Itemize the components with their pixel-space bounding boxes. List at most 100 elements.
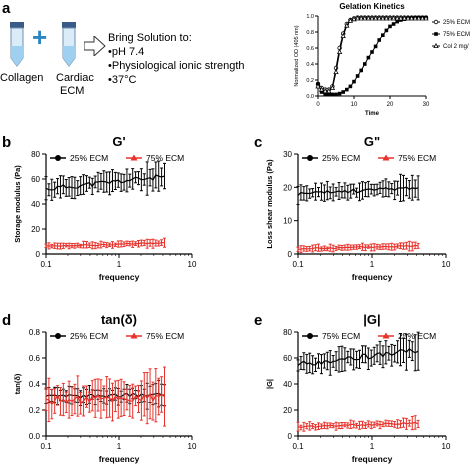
data-point	[395, 19, 399, 24]
data-point	[384, 28, 389, 33]
y-tick-label: 80	[31, 150, 40, 159]
data-point	[383, 15, 390, 21]
y-tick-label: 0.8	[306, 30, 314, 36]
data-point	[322, 88, 328, 94]
series-line	[45, 174, 165, 191]
legend-marker	[55, 333, 61, 339]
y-tick-label: 0.6	[306, 46, 314, 52]
data-point	[380, 15, 386, 21]
data-point	[337, 91, 342, 96]
data-point	[419, 15, 426, 21]
data-point	[315, 83, 321, 89]
x-axis-label: frequency	[99, 272, 140, 282]
storage-modulus-chart: G' 0 20 40 60 80 0.1 1 10 frequency Storage modulu…	[13, 134, 197, 282]
legend-label: 25% ECM	[70, 153, 108, 163]
legend-marker	[434, 32, 438, 36]
y-tick-label: 0.2	[29, 406, 41, 415]
legend-label: 25% ECM	[398, 331, 436, 341]
panel-letter-c: c	[254, 134, 263, 151]
x-tick-label: 0.1	[40, 260, 52, 269]
legend-marker	[382, 332, 390, 339]
x-tick-label: 10	[188, 260, 197, 269]
gelation-kinetics-chart: Gelation Kinetics 0.0 0.2 0.4 0.6 0.8 1.0 0 10 20…	[294, 2, 470, 117]
data-point	[391, 22, 396, 26]
x-tick-label: 1	[117, 260, 122, 269]
x-axis-label: Time	[365, 111, 380, 117]
x-tick-label: 10	[442, 260, 451, 269]
chart-title: tan(δ)	[101, 312, 137, 327]
legend-label: 75% ECM	[322, 331, 360, 341]
collagen-tube-icon	[10, 22, 24, 67]
data-point	[398, 15, 404, 21]
data-point	[416, 15, 422, 21]
data-point	[373, 44, 378, 49]
tan-delta-chart: tan(δ) 0.0 0.2 0.4 0.6 0.8 0.1 1 10 frequency tan(…	[13, 312, 197, 464]
x-tick-label: 0.1	[40, 442, 52, 451]
x-axis-label: frequency	[99, 454, 140, 464]
data-point	[345, 87, 349, 92]
legend-label: 75% ECM	[146, 153, 184, 163]
y-tick-label: 60	[283, 354, 292, 363]
y-tick-label: 20	[283, 183, 292, 192]
y-axis-label: tan(δ)	[13, 373, 22, 394]
y-axis-label: |G|	[265, 379, 274, 389]
data-point	[318, 86, 325, 92]
legend-label: 75% ECM	[146, 331, 184, 341]
x-tick-label: 10	[442, 442, 451, 451]
x-axis-label: frequency	[352, 272, 393, 282]
data-point	[366, 55, 371, 60]
legend-marker	[433, 42, 439, 48]
y-tick-label: 20	[31, 225, 40, 234]
y-axis-label: Normalized OD (405 nm)	[294, 25, 300, 86]
data-point	[412, 15, 418, 21]
data-point	[362, 15, 368, 21]
y-tick-label: 0.8	[29, 328, 41, 337]
cardiac-label: Cardiac	[56, 72, 94, 84]
legend-label: Col 2 mg/	[443, 44, 469, 50]
y-tick-label: 0.2	[306, 78, 314, 84]
data-point	[351, 16, 357, 22]
arrow-right-icon	[84, 36, 106, 56]
legend-marker	[307, 333, 313, 339]
y-tick-label: 40	[283, 380, 292, 389]
data-point	[341, 90, 345, 94]
series-line	[297, 348, 419, 366]
x-tick-label: 10	[351, 102, 358, 108]
tubes-illustration	[10, 22, 76, 67]
data-point	[405, 15, 411, 21]
steps-title: Bring Solution to:	[108, 32, 192, 44]
chart-title: G'	[112, 134, 125, 149]
data-point	[347, 17, 354, 23]
legend-marker	[433, 19, 439, 25]
data-point	[329, 84, 336, 90]
y-tick-label: 0.0	[306, 94, 314, 100]
legend-label: 25% ECM	[322, 153, 360, 163]
data-point	[381, 33, 385, 37]
series-line	[297, 186, 419, 196]
y-tick-label: 0.6	[29, 354, 41, 363]
data-point	[365, 15, 372, 21]
x-tick-label: 10	[188, 442, 197, 451]
x-axis-label: frequency	[352, 454, 393, 464]
y-tick-label: 40	[31, 200, 40, 209]
legend-marker	[130, 154, 138, 161]
plus-sign: +	[32, 22, 48, 52]
ecm-label: ECM	[60, 85, 85, 97]
y-tick-label: 0	[36, 250, 41, 259]
y-tick-label: 0.0	[29, 432, 41, 441]
chart-title: |G|	[363, 312, 380, 327]
data-point	[370, 50, 374, 54]
data-point	[358, 15, 364, 21]
y-tick-label: 0	[288, 250, 293, 259]
legend-marker	[382, 154, 390, 161]
x-tick-label: 1	[117, 442, 122, 451]
legend-marker	[307, 155, 313, 161]
data-point	[408, 15, 415, 21]
x-tick-label: 30	[423, 102, 430, 108]
series-line	[317, 17, 426, 92]
data-point	[359, 68, 363, 73]
legend-label: 25% ECM	[70, 331, 108, 341]
panel-letter-e: e	[254, 312, 263, 329]
y-tick-label: 0.4	[29, 380, 41, 389]
